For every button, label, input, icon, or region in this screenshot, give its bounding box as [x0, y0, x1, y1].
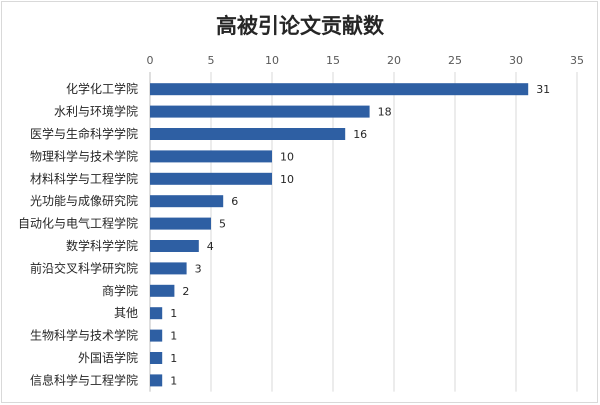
- data-label-11: 1: [170, 330, 177, 343]
- bar-0: [150, 83, 529, 96]
- bar-12: [150, 352, 163, 364]
- category-label-1: 水利与环境学院: [54, 104, 138, 119]
- bar-10: [150, 307, 163, 320]
- bar-11: [150, 329, 163, 342]
- category-label-6: 自动化与电气工程学院: [18, 216, 138, 231]
- data-label-8: 3: [195, 262, 202, 275]
- bar-9: [150, 284, 175, 297]
- bar-8: [150, 262, 187, 275]
- data-label-10: 1: [170, 307, 177, 320]
- data-label-13: 1: [170, 374, 177, 387]
- bar-1: [150, 105, 370, 118]
- bar-7: [150, 240, 199, 252]
- category-label-13: 信息科学与工程学院: [30, 372, 138, 387]
- data-label-7: 4: [207, 240, 214, 253]
- bar-3: [150, 150, 272, 163]
- data-label-12: 1: [170, 352, 177, 365]
- category-label-10: 其他: [114, 306, 138, 320]
- data-label-1: 18: [378, 106, 392, 119]
- data-label-3: 10: [280, 150, 294, 163]
- bar-6: [150, 217, 211, 230]
- data-label-2: 16: [353, 128, 367, 141]
- data-label-4: 10: [280, 173, 294, 186]
- data-label-5: 6: [231, 195, 238, 208]
- category-label-3: 物理科学与技术学院: [30, 148, 138, 163]
- x-tick-label-6: 30: [509, 54, 523, 67]
- x-tick-label-7: 35: [570, 54, 584, 67]
- x-tick-label-0: 0: [147, 54, 154, 67]
- category-label-7: 数学科学学院: [66, 238, 138, 253]
- category-label-5: 光功能与成像研究院: [30, 193, 138, 208]
- bar-13: [150, 374, 163, 387]
- data-label-9: 2: [182, 285, 189, 298]
- x-tick-label-4: 20: [387, 54, 401, 67]
- chart-title: 高被引论文贡献数: [216, 13, 384, 38]
- data-label-0: 31: [536, 83, 550, 96]
- category-label-0: 化学化工学院: [66, 81, 138, 96]
- x-tick-label-5: 25: [448, 54, 462, 67]
- category-label-2: 医学与生命科学学院: [30, 126, 138, 141]
- category-label-12: 外国语学院: [78, 350, 138, 365]
- bar-4: [150, 172, 272, 185]
- category-label-4: 材料科学与工程学院: [30, 171, 138, 186]
- bar-2: [150, 128, 346, 140]
- category-label-11: 生物科学与技术学院: [30, 328, 138, 343]
- x-tick-label-2: 10: [265, 54, 279, 67]
- data-label-6: 5: [219, 218, 226, 231]
- bar-5: [150, 195, 224, 208]
- category-label-8: 前沿交叉科学研究院: [30, 260, 138, 275]
- x-tick-label-3: 15: [326, 54, 340, 67]
- x-tick-label-1: 5: [208, 54, 215, 67]
- category-label-9: 商学院: [102, 283, 138, 298]
